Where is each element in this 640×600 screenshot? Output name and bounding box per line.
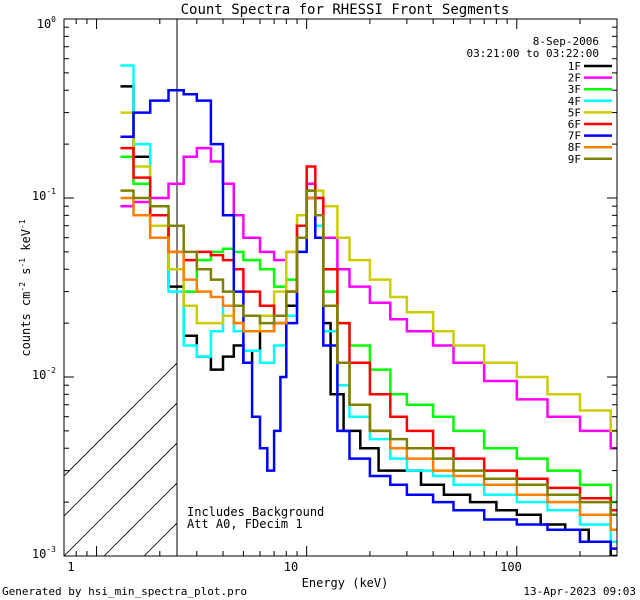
legend-label-3F: 3F <box>568 83 581 96</box>
legend-label-7F: 7F <box>568 130 581 143</box>
axis-ticks <box>63 18 618 557</box>
y-axis-label: counts cm-2 s-1 keV-1 <box>18 219 33 356</box>
legend-label-8F: 8F <box>568 141 581 154</box>
chart-title: Count Spectra for RHESSI Front Segments <box>181 2 510 18</box>
hatched-region <box>64 0 640 556</box>
legend-label-6F: 6F <box>568 118 581 131</box>
date-label: 8-Sep-2006 <box>533 35 599 48</box>
hatch-line <box>264 0 640 556</box>
hatch-line <box>584 0 640 556</box>
annotation-attenuator: Att A0, FDecim 1 <box>187 517 303 531</box>
hatch-line <box>464 0 640 556</box>
timestamp-label: 13-Apr-2023 09:03 <box>523 585 636 598</box>
x-tick-label-1: 1 <box>67 560 74 574</box>
hatch-line <box>384 0 640 556</box>
legend-label-9F: 9F <box>568 153 581 166</box>
series-line-3F <box>120 155 617 504</box>
plot-frame <box>63 18 618 557</box>
hatch-line <box>143 522 177 556</box>
hatch-line <box>64 402 177 517</box>
time-range-label: 03:21:00 to 03:22:00 <box>467 47 599 60</box>
x-tick-label-100: 100 <box>500 560 522 574</box>
legend-label-2F: 2F <box>568 72 581 85</box>
series-lines <box>120 64 617 556</box>
y-tick-label-1e0: 100 <box>37 15 56 31</box>
hatch-line <box>424 0 640 556</box>
generated-by-label: Generated by hsi_min_spectra_plot.pro <box>2 585 247 598</box>
legend-label-1F: 1F <box>568 60 581 73</box>
x-tick-label-10: 10 <box>284 560 298 574</box>
series-line-2F <box>120 146 617 450</box>
hatch-line <box>64 362 177 477</box>
hatch-line <box>304 0 640 556</box>
y-tick-label-1e-1: 10-1 <box>32 187 56 203</box>
legend-label-4F: 4F <box>568 95 581 108</box>
annotation-background: Includes Background <box>187 505 324 519</box>
series-line-6F <box>120 146 617 512</box>
hatch-line <box>344 0 640 556</box>
legend-label-5F: 5F <box>568 106 581 119</box>
hatch-line <box>64 442 177 556</box>
y-tick-label-1e-3: 10-3 <box>32 545 56 561</box>
x-axis-label: Energy (keV) <box>302 576 389 590</box>
series-line-9F <box>120 189 617 516</box>
y-tick-label-1e-2: 10-2 <box>32 366 56 382</box>
hatch-line <box>544 0 640 556</box>
